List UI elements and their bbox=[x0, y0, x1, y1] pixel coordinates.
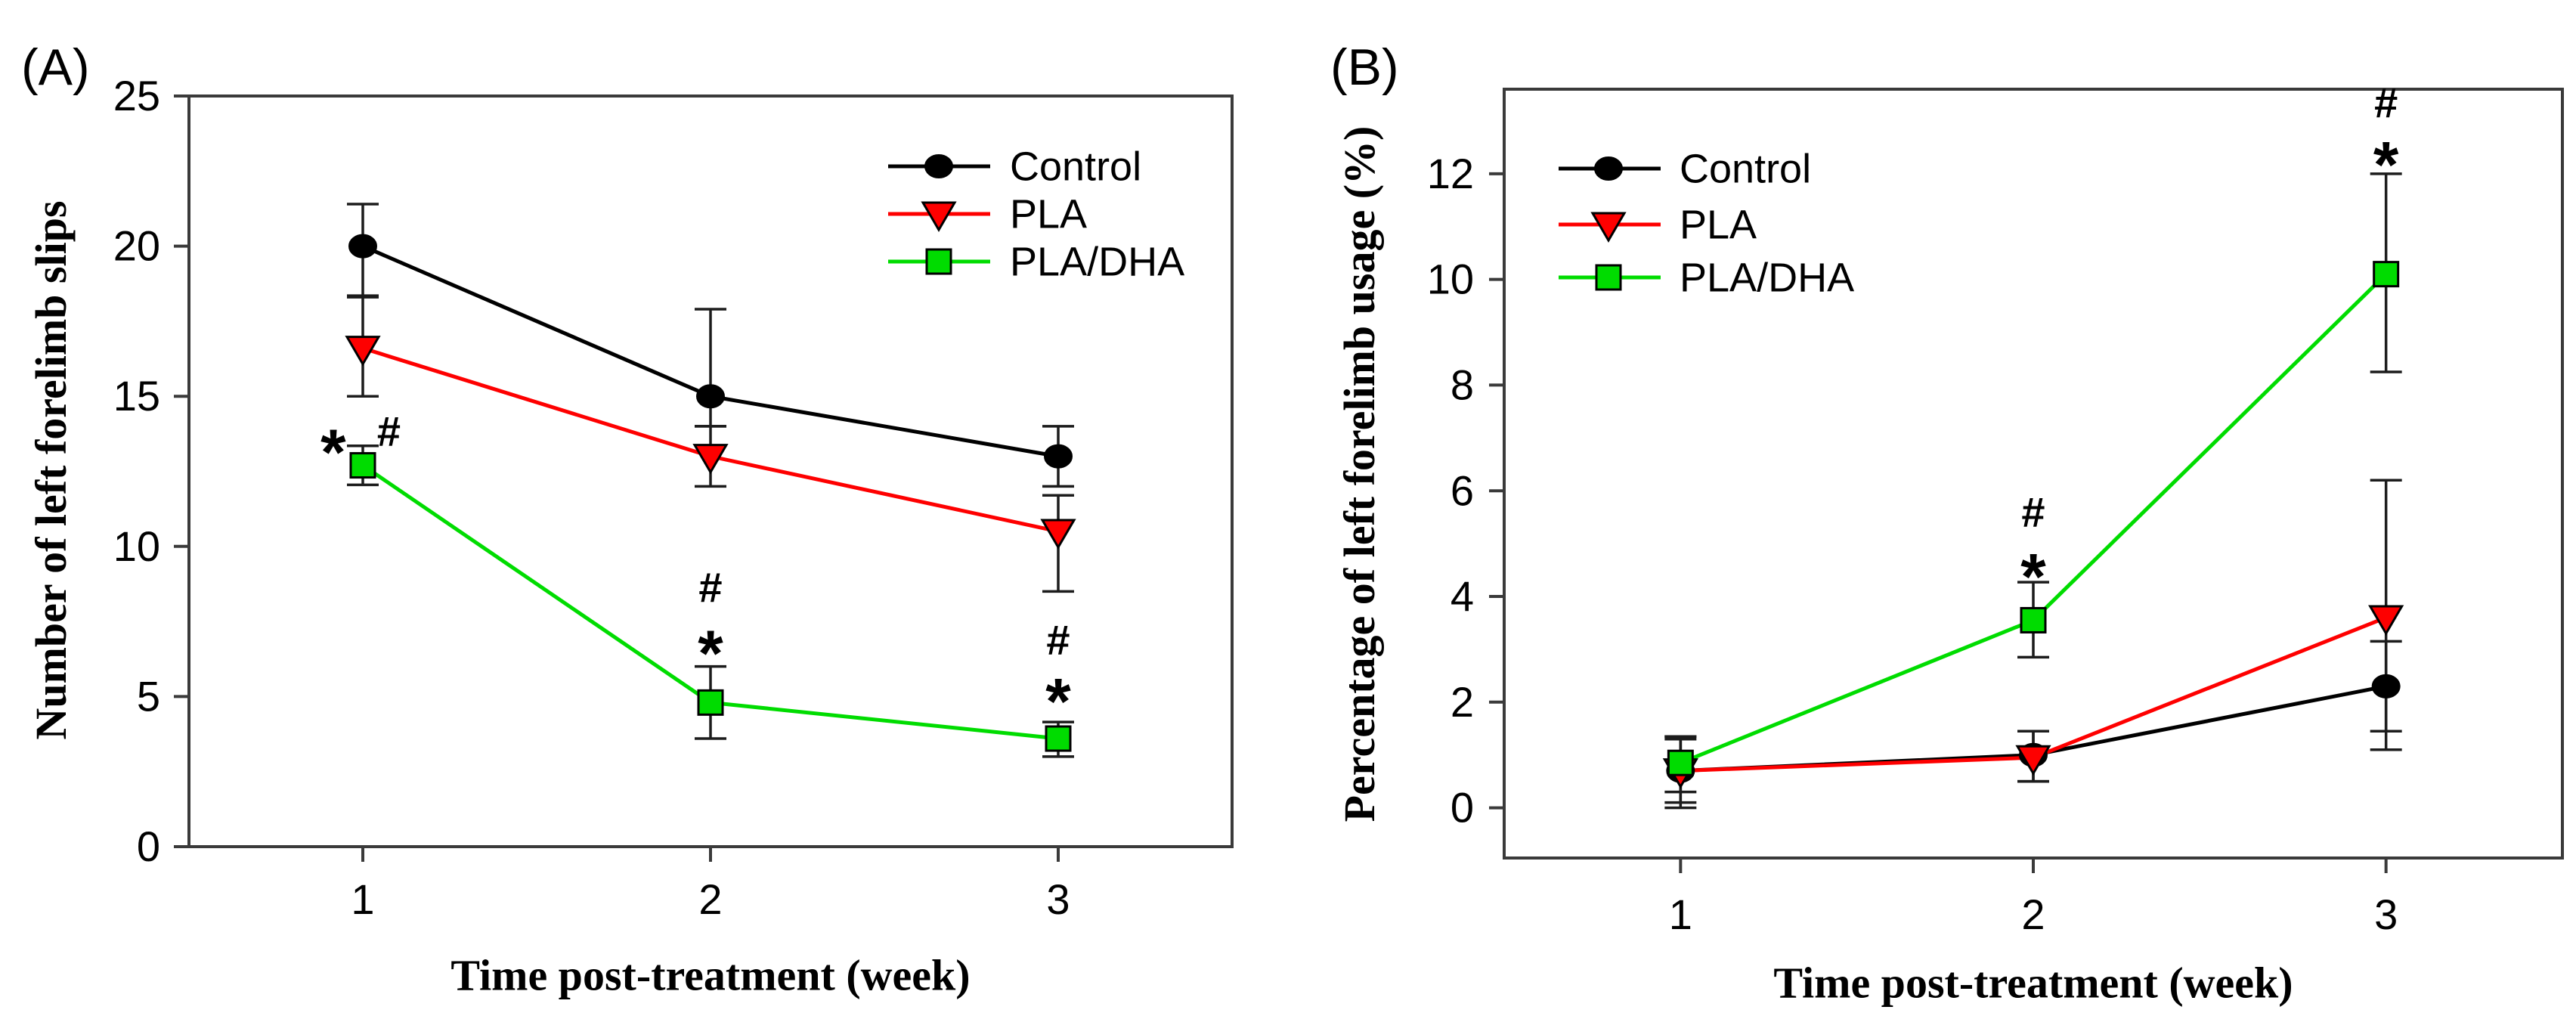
legend-item-pla: PLA bbox=[1559, 202, 1757, 247]
x-tick-label: 3 bbox=[2374, 891, 2398, 938]
error-bar bbox=[695, 308, 726, 428]
y-tick-label: 0 bbox=[1451, 784, 1474, 832]
legend-marker bbox=[1594, 156, 1623, 181]
legend-marker bbox=[1590, 212, 1627, 243]
legend-marker bbox=[1595, 264, 1622, 291]
legend-label: Control bbox=[1010, 144, 1141, 189]
legend-item-pla-dha: PLA/DHA bbox=[1559, 255, 1854, 300]
marker-pla bbox=[345, 336, 381, 367]
annotation-asterisk: * bbox=[2373, 129, 2399, 201]
y-tick-label: 10 bbox=[113, 522, 160, 570]
x-tick-label: 2 bbox=[698, 875, 722, 923]
y-tick-label: 20 bbox=[113, 222, 160, 270]
legend: Control PLA PLA/DHA bbox=[1559, 146, 1854, 300]
legend-label: PLA/DHA bbox=[1010, 239, 1184, 284]
marker-pla bbox=[692, 444, 729, 475]
x-tick-label: 1 bbox=[1669, 891, 1692, 938]
marker-pla bbox=[2368, 605, 2404, 636]
marker-pla bbox=[2015, 745, 2051, 776]
legend-label: PLA bbox=[1680, 202, 1757, 247]
y-tick-label: 15 bbox=[113, 372, 160, 420]
marker-control bbox=[348, 234, 377, 259]
y-tick-label: 2 bbox=[1451, 678, 1474, 726]
legend-marker bbox=[924, 154, 953, 178]
legend-item-control: Control bbox=[1559, 146, 1811, 191]
marker-pla-dha bbox=[697, 689, 724, 716]
legend-marker bbox=[921, 201, 957, 232]
y-axis-title: Percentage of left forelimb usage (%) bbox=[1335, 126, 1384, 822]
legend-label: PLA bbox=[1010, 191, 1087, 237]
marker-pla-dha bbox=[2020, 606, 2047, 633]
marker-control bbox=[1044, 444, 1073, 469]
x-axis-title: Time post-treatment (week) bbox=[450, 951, 970, 1000]
annotation-asterisk: * bbox=[2020, 541, 2046, 614]
y-tick-label: 10 bbox=[1427, 256, 1474, 303]
annotation-hash: # bbox=[1046, 616, 1070, 664]
x-tick-label: 1 bbox=[351, 875, 374, 923]
x-tick-label: 2 bbox=[2021, 891, 2045, 938]
marker-pla-dha bbox=[1045, 725, 1072, 752]
annotation-asterisk: * bbox=[1045, 666, 1071, 739]
marker-control bbox=[2371, 674, 2401, 698]
marker-pla-dha bbox=[349, 452, 376, 479]
panel-label: (A) bbox=[21, 39, 90, 96]
y-tick-label: 0 bbox=[137, 822, 160, 870]
marker-pla-dha bbox=[1667, 749, 1694, 776]
legend-item-pla: PLA bbox=[888, 191, 1087, 237]
legend-item-pla-dha: PLA/DHA bbox=[888, 239, 1184, 284]
panel-label: (B) bbox=[1330, 39, 1399, 96]
annotation-asterisk: * bbox=[698, 618, 723, 690]
y-tick-label: 8 bbox=[1451, 361, 1474, 408]
annotation-asterisk: * bbox=[320, 417, 346, 489]
y-axis-title: Number of left forelimb slips bbox=[26, 200, 76, 739]
marker-control bbox=[696, 384, 725, 409]
panel-a: (A) 0 5 10 15 20 25 1 2 3 Time post-treatment (wee… bbox=[21, 39, 1234, 1000]
legend-marker bbox=[925, 248, 952, 275]
y-tick-label: 25 bbox=[113, 72, 160, 119]
y-tick-label: 5 bbox=[137, 672, 160, 720]
annotation-hash: # bbox=[698, 563, 722, 611]
legend-item-control: Control bbox=[888, 144, 1141, 189]
annotation-hash: # bbox=[2021, 488, 2045, 536]
annotation-hash: # bbox=[377, 407, 401, 455]
legend-label: Control bbox=[1680, 146, 1811, 191]
y-tick-label: 4 bbox=[1451, 572, 1474, 620]
annotation-hash: # bbox=[2374, 79, 2398, 126]
x-axis-title: Time post-treatment (week) bbox=[1773, 959, 2293, 1008]
legend-label: PLA/DHA bbox=[1680, 255, 1854, 300]
marker-pla-dha bbox=[2373, 261, 2400, 288]
y-tick-label: 12 bbox=[1427, 150, 1474, 197]
marker-pla bbox=[1040, 519, 1076, 550]
x-tick-label: 3 bbox=[1046, 875, 1070, 923]
y-tick-label: 6 bbox=[1451, 466, 1474, 514]
